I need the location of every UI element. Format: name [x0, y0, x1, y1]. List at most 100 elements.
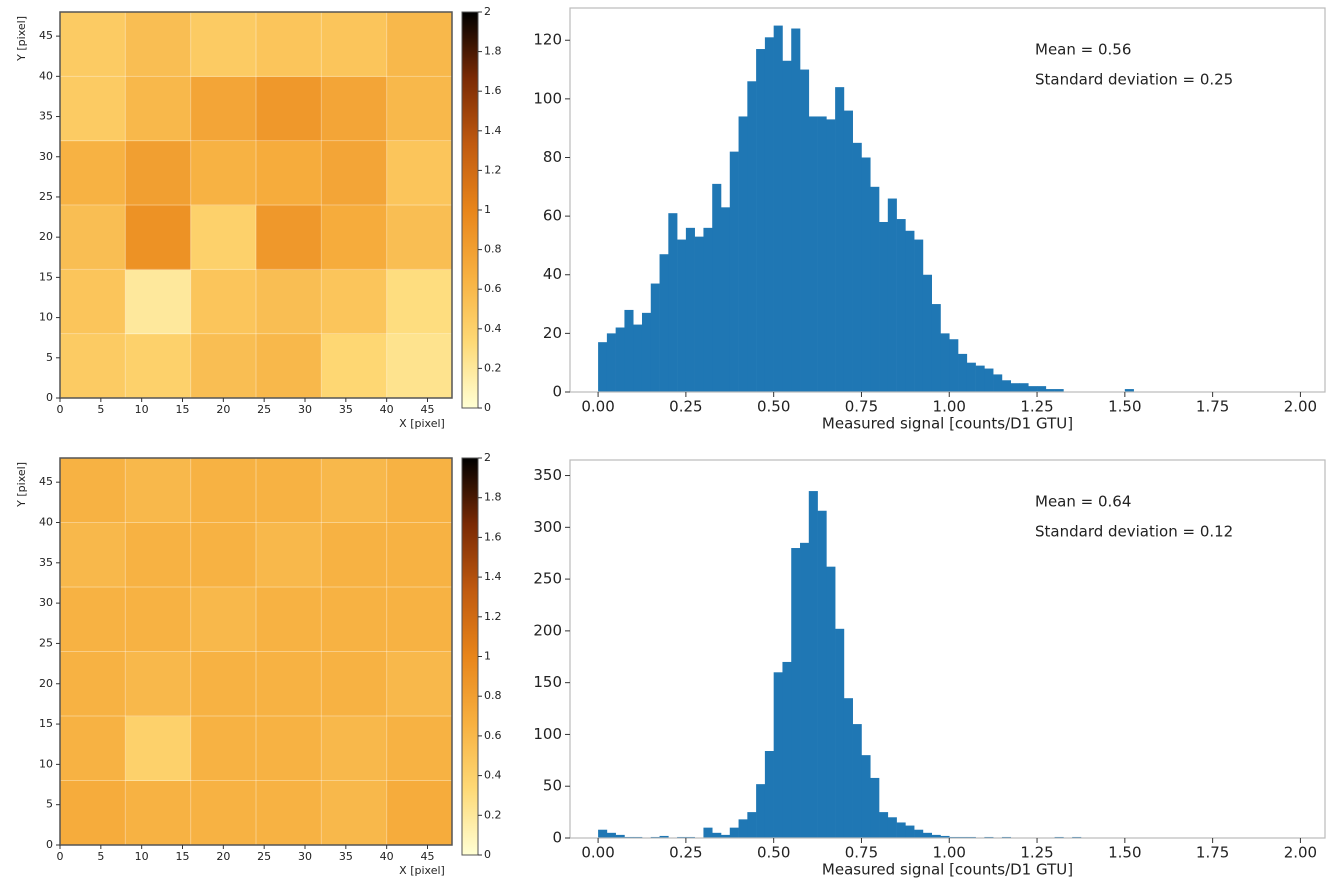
heatmap-cell	[125, 12, 192, 77]
x-tick-label: 40	[380, 850, 394, 863]
histogram-bar	[606, 832, 616, 838]
heatmap-cell	[321, 12, 388, 77]
heatmap-cell	[321, 522, 388, 588]
heatmap-cell	[60, 780, 126, 846]
histogram-bar	[870, 186, 880, 392]
x-tick-label: 35	[339, 403, 353, 416]
histogram-bar	[703, 827, 713, 838]
histogram-bar	[1124, 389, 1134, 392]
histogram-bar	[747, 812, 757, 838]
heatmap-cell	[386, 780, 453, 846]
colorbar-tick-label: 1.2	[484, 163, 502, 176]
x-tick-label: 0.00	[581, 844, 614, 862]
heatmap-cell	[321, 587, 388, 652]
y-tick-label: 40	[39, 69, 53, 82]
heatmap-cell	[256, 76, 322, 142]
histogram-bar	[756, 784, 766, 838]
histogram-bar	[729, 151, 739, 392]
colorbar-tick-label: 0.4	[484, 322, 502, 335]
histogram-bar	[914, 829, 924, 838]
x-tick-label: 20	[216, 403, 230, 416]
x-tick-label: 1.50	[1108, 844, 1141, 862]
x-tick-label: 10	[135, 403, 149, 416]
colorbar-tick-label: 0	[484, 848, 491, 861]
colorbar	[461, 457, 479, 856]
colorbar-tick-label: 0	[484, 401, 491, 414]
colorbar-tick-label: 1.8	[484, 491, 502, 504]
x-tick-label: 1.00	[933, 844, 966, 862]
heatmap-cell	[125, 458, 192, 523]
histogram-bar	[975, 365, 985, 392]
y-tick-label: 15	[39, 270, 53, 283]
histogram-bar	[861, 157, 871, 392]
histogram-bar	[1028, 386, 1038, 392]
histogram-bar	[712, 183, 722, 392]
y-tick-label: 30	[39, 150, 53, 163]
colorbar-tick-label: 1	[484, 650, 491, 663]
histogram-bar	[782, 60, 792, 392]
heatmap-cell	[190, 651, 257, 717]
y-tick-label: 0	[552, 383, 562, 401]
x-tick-label: 1.25	[1020, 398, 1053, 416]
x-tick-label: 25	[257, 850, 271, 863]
histogram-bar	[1054, 389, 1064, 392]
histogram-bar	[650, 283, 660, 392]
y-tick-label: 35	[39, 110, 53, 123]
colorbar-tick-label: 1.8	[484, 45, 502, 58]
x-tick-label: 1.00	[933, 398, 966, 416]
heatmap-cell	[60, 651, 126, 717]
heatmap-cell	[125, 76, 192, 142]
x-axis-label: Measured signal [counts/D1 GTU]	[822, 861, 1073, 879]
y-tick-label: 200	[533, 621, 562, 639]
x-tick-label: 35	[339, 850, 353, 863]
colorbar-tick-label: 0.6	[484, 729, 502, 742]
histogram-bar	[615, 327, 625, 392]
colorbar-tick-label: 1	[484, 203, 491, 216]
x-tick-label: 0	[57, 850, 64, 863]
histogram-bar	[703, 227, 713, 392]
histogram-bar	[641, 312, 652, 392]
x-tick-label: 1.75	[1196, 844, 1229, 862]
x-tick-label: 0.75	[845, 398, 878, 416]
heatmap-cell	[190, 780, 257, 846]
heatmap-cell	[321, 333, 388, 399]
histogram-bar	[712, 832, 722, 838]
heatmap-cell	[386, 12, 453, 77]
y-tick-label: 5	[46, 351, 53, 364]
x-tick-label: 15	[176, 403, 190, 416]
histogram-bar	[1019, 383, 1029, 392]
histogram-bar	[835, 87, 845, 393]
heatmap-cell	[321, 140, 388, 206]
heatmap-cell	[321, 458, 388, 523]
heatmap-cell	[60, 140, 126, 206]
heatmap-cell	[386, 205, 453, 270]
heatmap-cell	[125, 587, 192, 652]
histogram-bar	[817, 510, 827, 838]
x-tick-label: 0	[57, 403, 64, 416]
y-tick-label: 40	[39, 516, 53, 529]
histogram-bar	[729, 827, 739, 838]
x-tick-label: 0.50	[757, 398, 790, 416]
heatmap-cell	[256, 780, 322, 846]
x-tick-label: 10	[135, 850, 149, 863]
x-tick-label: 1.75	[1196, 398, 1229, 416]
histogram-bar	[677, 239, 687, 392]
histogram-bar	[764, 37, 774, 392]
x-tick-label: 5	[97, 850, 104, 863]
x-tick-label: 30	[298, 403, 312, 416]
heatmap-cell	[386, 522, 453, 588]
heatmap-cell	[321, 716, 388, 781]
colorbar	[461, 11, 479, 409]
histogram-bar	[905, 825, 915, 838]
heatmap-cell	[256, 587, 322, 652]
heatmap-cell	[321, 269, 388, 335]
heatmap-cell	[60, 76, 126, 142]
heatmap-cell	[190, 140, 257, 206]
heatmap-cell	[60, 522, 126, 588]
heatmap-cell	[256, 522, 322, 588]
x-tick-label: 30	[298, 850, 312, 863]
colorbar-tick-label: 2	[484, 5, 491, 18]
x-tick-label: 2.00	[1284, 398, 1317, 416]
heatmap-cell	[190, 458, 257, 523]
